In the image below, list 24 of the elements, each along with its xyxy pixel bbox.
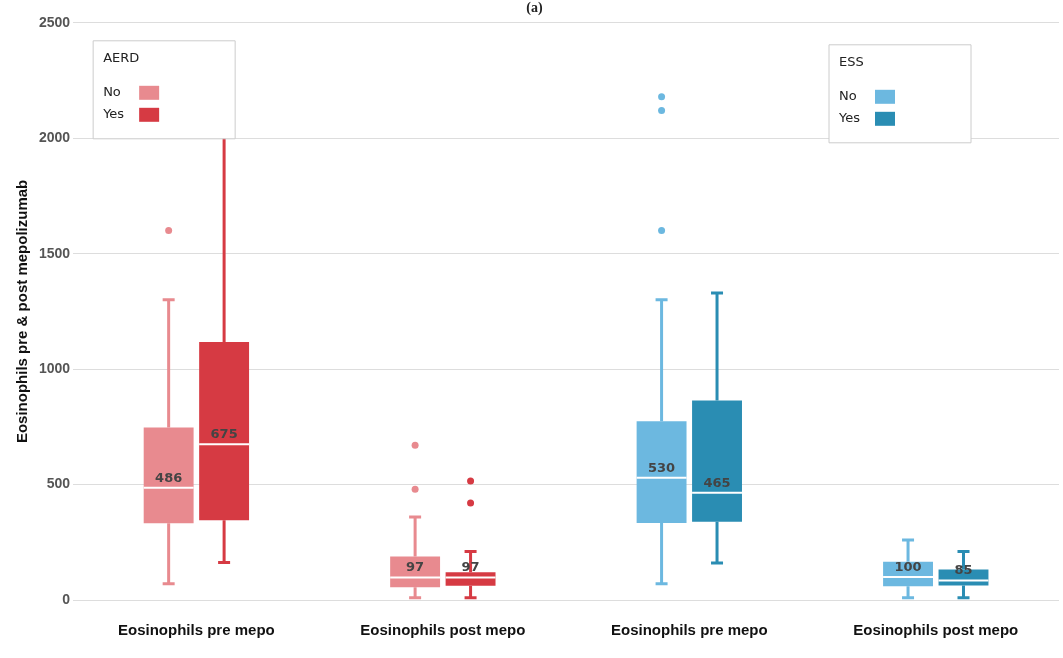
text: 486 <box>155 469 183 485</box>
annotation: AERD <box>103 50 140 66</box>
text: 97 <box>406 559 425 575</box>
text: 530 <box>648 459 676 475</box>
chart-title: (a) <box>526 0 543 17</box>
legend-label: Yes <box>102 106 125 122</box>
legend-label: Yes <box>838 110 861 126</box>
x-tick-label: Eosinophils pre mepo <box>610 621 768 639</box>
annotation: ESS <box>839 54 864 70</box>
legend-label: No <box>839 88 857 104</box>
y-tick-label: 2500 <box>38 13 71 30</box>
y-tick-label: 1000 <box>38 359 71 376</box>
y-axis-title: Eosinophils pre & post mepolizumab <box>13 179 31 444</box>
y-tick-label: 500 <box>46 475 71 492</box>
legend-label: No <box>103 84 121 100</box>
text: 100 <box>894 558 922 574</box>
y-tick-label: 1500 <box>38 244 71 261</box>
y-tick-label: 0 <box>62 590 71 607</box>
text: 465 <box>703 474 731 490</box>
x-tick-label: Eosinophils post mepo <box>360 621 526 639</box>
x-tick-label: Eosinophils post mepo <box>853 621 1019 639</box>
x-tick-label: Eosinophils pre mepo <box>118 621 275 639</box>
y-tick-label: 2000 <box>38 129 71 146</box>
text: 675 <box>210 426 238 442</box>
